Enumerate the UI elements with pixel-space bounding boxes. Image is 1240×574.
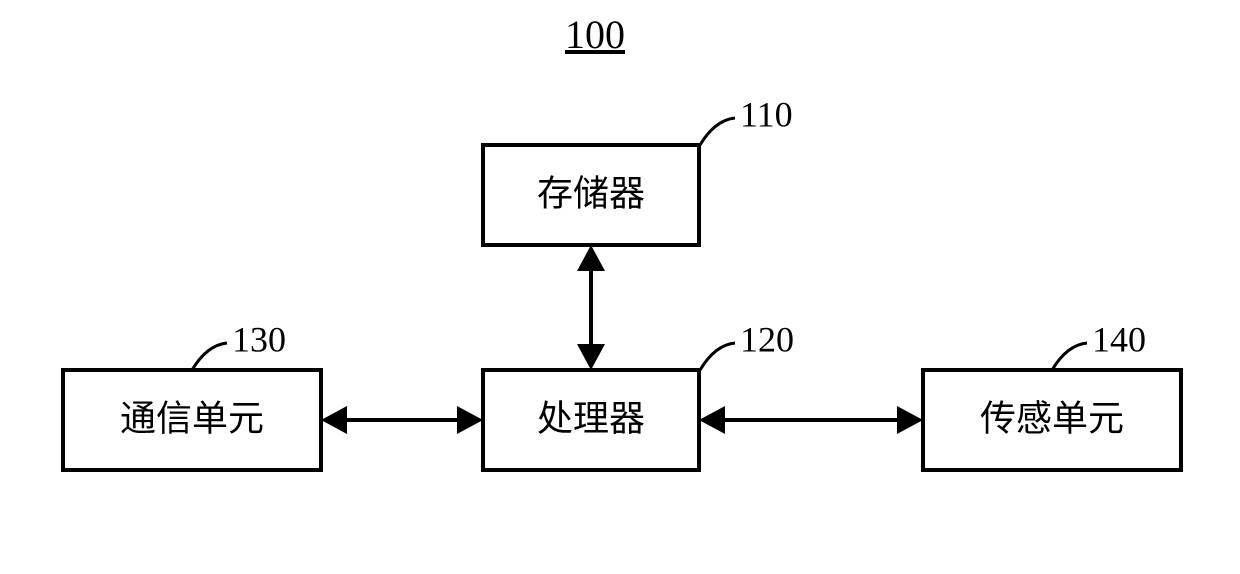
node-sensor: 传感单元 [923,370,1181,470]
node-processor-label: 处理器 [537,398,645,438]
edge-comm-processor [321,406,483,434]
edge-processor-sensor [699,406,923,434]
callout-sensor-ref: 140 [1092,319,1146,359]
callout-sensor: 140 [1052,319,1146,370]
node-sensor-label: 传感单元 [980,398,1124,438]
diagram-title-ref: 100 [565,12,625,57]
block-diagram: 100 存储器处理器 通信单元 传感单元 110 120 130 140 [0,0,1240,574]
callout-memory: 110 [700,94,793,145]
node-processor: 处理器 [483,370,699,470]
callout-comm-ref: 130 [232,319,286,359]
node-memory-label: 存储器 [537,173,645,213]
edge-memory-processor [577,245,605,370]
node-comm-label: 通信单元 [120,398,264,438]
callout-comm: 130 [192,319,286,370]
callout-memory-ref: 110 [740,94,793,134]
node-memory: 存储器 [483,145,699,245]
callout-processor-ref: 120 [740,319,794,359]
node-comm: 通信单元 [63,370,321,470]
callout-processor: 120 [700,319,794,370]
